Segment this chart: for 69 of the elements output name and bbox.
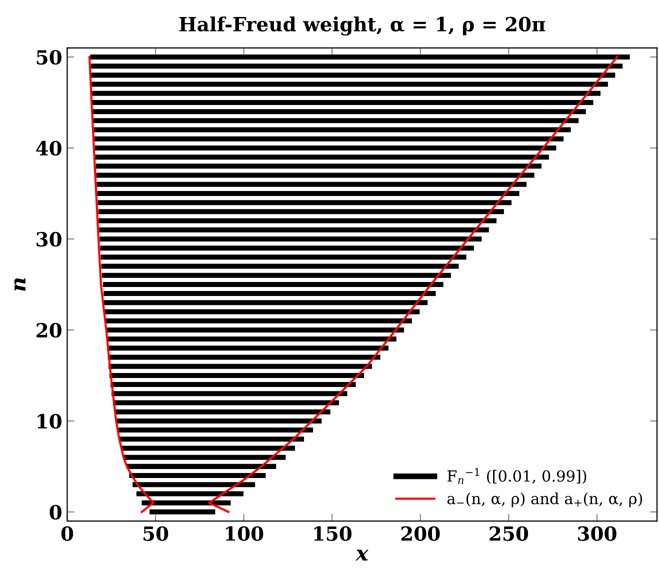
- y-tick-label: 40: [36, 140, 62, 156]
- bar: [105, 318, 412, 324]
- bar: [95, 154, 549, 160]
- bar: [100, 254, 466, 260]
- bar: [116, 418, 322, 424]
- bar: [112, 400, 339, 406]
- bar: [106, 327, 404, 332]
- y-tick-label: 30: [36, 232, 62, 247]
- y-tick-label: 10: [38, 414, 62, 429]
- bar: [142, 500, 231, 506]
- bar: [121, 446, 296, 451]
- bar: [94, 145, 556, 150]
- bar: [99, 227, 489, 232]
- bar: [132, 482, 256, 488]
- x-tick-label: 0: [61, 526, 74, 541]
- x-tick-label: 100: [226, 526, 264, 541]
- legend-label: a$_{−}$(n, α, ρ) and a$_{+}$(n, α, ρ): [447, 492, 642, 508]
- bar: [94, 118, 579, 124]
- bar: [98, 209, 504, 214]
- bar: [102, 282, 444, 287]
- y-axis-title: n: [14, 278, 26, 291]
- bar: [112, 391, 348, 396]
- bar: [136, 491, 244, 496]
- bar: [107, 346, 388, 351]
- chart-title: Half-Freud weight, α = 1, ρ = 20π: [179, 16, 546, 36]
- x-tick-label: 250: [490, 526, 528, 541]
- bar: [92, 90, 601, 96]
- y-tick-label: 50: [36, 50, 62, 65]
- bar: [109, 372, 364, 378]
- x-tick-label: 200: [401, 526, 440, 541]
- bar: [126, 464, 276, 469]
- bar: [119, 436, 304, 442]
- bar: [104, 300, 428, 306]
- bar: [102, 272, 451, 278]
- x-tick-label: 300: [578, 526, 616, 541]
- y-tick-label: 0: [50, 504, 62, 520]
- bar: [129, 473, 266, 478]
- bar: [108, 354, 380, 360]
- bar: [118, 428, 314, 433]
- bar: [96, 172, 534, 178]
- bar: [98, 200, 512, 206]
- bar: [96, 182, 527, 187]
- x-tick-label: 150: [314, 526, 352, 541]
- bar: [110, 382, 356, 388]
- bar: [92, 82, 608, 87]
- bar: [104, 309, 420, 314]
- bar: [106, 336, 396, 342]
- bar: [104, 291, 436, 296]
- bar: [93, 109, 586, 114]
- y-tick-label: 20: [36, 322, 62, 338]
- legend-label: F$_{n}$$^{−1}$ ([0.01, 0.99]): [447, 468, 586, 484]
- bar: [97, 190, 520, 196]
- bar: [100, 236, 482, 242]
- bar: [91, 72, 616, 78]
- bar: [108, 364, 372, 369]
- bar: [90, 64, 623, 69]
- bar: [124, 454, 286, 460]
- bar: [94, 136, 564, 142]
- bar: [98, 218, 497, 224]
- bar: [92, 100, 594, 105]
- bar: [94, 127, 571, 132]
- bar: [150, 509, 216, 514]
- bar: [101, 264, 459, 269]
- x-tick-label: 50: [144, 526, 168, 541]
- bar: [96, 164, 542, 169]
- bar: [90, 54, 630, 60]
- bar: [114, 409, 330, 414]
- bar: [100, 246, 474, 251]
- x-axis-title: x: [356, 550, 369, 561]
